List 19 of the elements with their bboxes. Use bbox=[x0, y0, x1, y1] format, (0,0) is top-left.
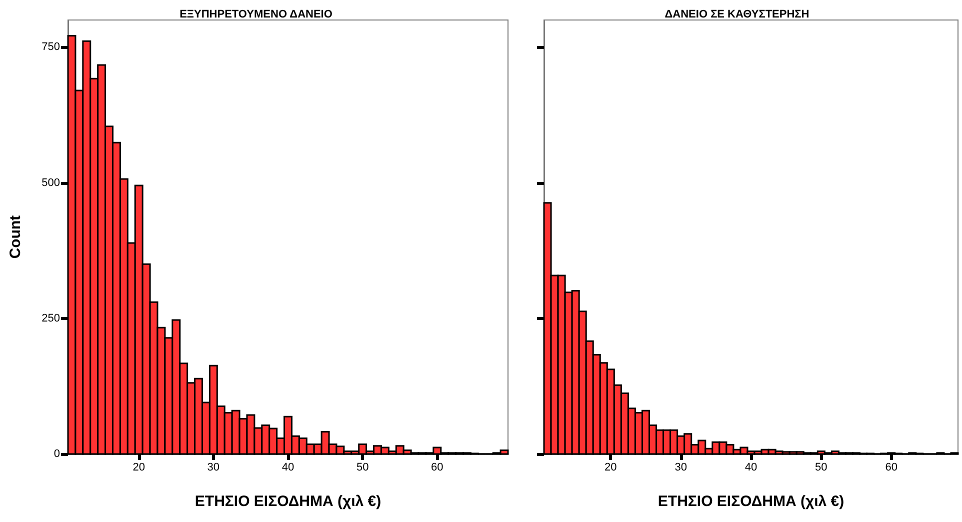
x-tick-label: 60 bbox=[431, 462, 444, 474]
y-tick-label: 500 bbox=[42, 176, 60, 189]
x-tick-label: 50 bbox=[356, 462, 369, 474]
x-tick-label: 20 bbox=[604, 462, 617, 474]
x-tick-label: 40 bbox=[744, 462, 758, 474]
x-tick-label: 30 bbox=[207, 462, 220, 474]
x-axis-title: ΕΤΗΣΙΟ ΕΙΣΟΔΗΜΑ (χιλ €) bbox=[658, 493, 844, 510]
y-tick-label: 0 bbox=[54, 448, 60, 460]
y-axis-title: Count bbox=[7, 215, 24, 259]
chart-title: ΔΑΝΕΙΟ ΣΕ ΚΑΘΥΣΤΕΡΗΣΗ bbox=[664, 8, 810, 20]
x-tick-label: 20 bbox=[132, 462, 145, 474]
x-tick-label: 60 bbox=[885, 462, 898, 474]
y-tick-label: 250 bbox=[42, 312, 60, 324]
x-tick-label: 50 bbox=[815, 462, 828, 474]
chart-title: ΕΞΥΠΗΡΕΤΟΥΜΕΝΟ ΔΑΝΕΙΟ bbox=[180, 8, 333, 20]
y-tick-label: 750 bbox=[42, 41, 60, 54]
x-tick-label: 40 bbox=[282, 462, 294, 474]
x-tick-label: 30 bbox=[674, 462, 687, 474]
x-axis-title: ΕΤΗΣΙΟ ΕΙΣΟΔΗΜΑ (χιλ €) bbox=[194, 493, 382, 510]
